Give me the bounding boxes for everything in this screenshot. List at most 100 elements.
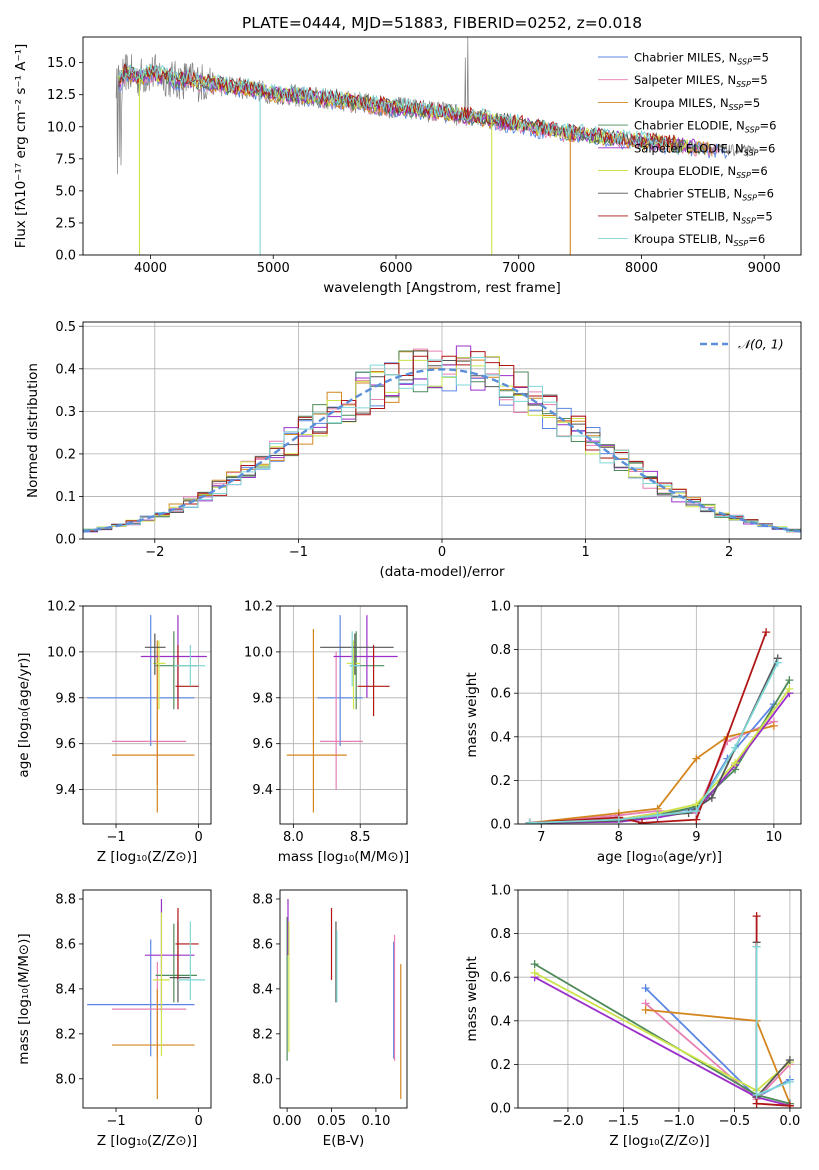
data-point (153, 912, 170, 1057)
data-point (357, 645, 390, 717)
data-point (111, 640, 195, 813)
y-tick-label: 8.2 (55, 1027, 76, 1042)
x-axis-label: (data-model)/error (379, 564, 505, 580)
x-tick-label: 1 (581, 545, 589, 560)
y-tick-label: 0.8 (490, 643, 511, 658)
plot-frame (279, 889, 408, 1109)
y-tick-label: 15.0 (47, 56, 76, 71)
data-marker (785, 676, 794, 685)
legend: 𝒩(0, 1) (700, 337, 784, 352)
panel-massweight-vs-age: 7 8 9 10 0.0 0.2 0.4 0.6 0.8 1.0 age [log₁₀(age/yr… (464, 600, 802, 865)
y-tick-label: 0.0 (55, 533, 76, 548)
data-marker (773, 658, 782, 667)
data-point (320, 651, 363, 790)
x-tick-label: 2 (725, 545, 733, 560)
plot-area (87, 615, 207, 813)
y-tick-label: 1.0 (490, 884, 511, 899)
data-marker (752, 1099, 761, 1108)
plot-background (83, 890, 211, 1108)
data-point (177, 921, 206, 1001)
plot-area (87, 898, 206, 1100)
y-axis-label: age [log₁₀(age/yr)] (16, 652, 32, 777)
x-tick-label: 6000 (379, 261, 412, 276)
plot-area (286, 898, 402, 1100)
x-tick-label: 0 (194, 1114, 202, 1129)
panel-mass-vs-ebv: 0.00 0.05 0.10 8.0 8.2 8.4 8.6 8.8 E(B-V) (252, 889, 408, 1149)
x-tick-label: −0.5 (719, 1114, 751, 1129)
model-spectrum (118, 63, 684, 151)
histogram (83, 351, 801, 533)
data-marker (752, 942, 761, 951)
data-marker (785, 1077, 794, 1086)
histogram (83, 356, 801, 532)
data-point (111, 988, 195, 1100)
x-tick-label: 0 (194, 830, 202, 845)
y-tick-label: 0.0 (490, 1102, 511, 1117)
legend-label: Chabrier ELODIE, NSSP=6 (634, 119, 776, 135)
y-tick-label: 0.0 (55, 249, 76, 264)
x-tick-label: −1 (106, 830, 125, 845)
x-tick-label: −1 (106, 1114, 125, 1129)
y-tick-label: 0.1 (55, 490, 76, 505)
plot-background (83, 606, 211, 824)
data-marker (752, 912, 761, 921)
x-axis-label: wavelength [Angstrom, rest frame] (323, 280, 561, 296)
y-tick-label: 8.8 (55, 892, 76, 907)
x-axis-label: age [log₁₀(age/yr)] (597, 849, 722, 865)
data-marker (731, 758, 740, 767)
data-point (173, 645, 206, 687)
y-tick-label: 0.6 (490, 687, 511, 702)
data-marker (530, 960, 539, 969)
plot-frame (517, 889, 802, 1109)
plot-frame (279, 605, 408, 825)
model-spectrum (118, 64, 669, 148)
data-marker (762, 628, 771, 637)
y-tick-label: 8.4 (55, 982, 76, 997)
x-tick-label: 10 (766, 830, 783, 845)
y-axis-label: mass weight (464, 672, 480, 757)
y-tick-label: 8.4 (252, 982, 273, 997)
x-axis-label: Z [log₁₀(Z/Z⊙)] (97, 1133, 197, 1149)
x-tick-label: 0.10 (361, 1114, 390, 1129)
plot-area (525, 628, 794, 824)
plot-frame (82, 36, 802, 256)
series-path (529, 725, 775, 824)
y-tick-label: 10.0 (244, 645, 273, 660)
x-tick-label: 8 (615, 830, 623, 845)
model-spectrum (118, 63, 676, 150)
data-marker (641, 1005, 650, 1014)
x-tick-label: −1 (289, 545, 308, 560)
x-axis-label: Z [log₁₀(Z/Z⊙)] (97, 849, 197, 865)
data-marker (684, 809, 693, 818)
y-tick-label: 9.4 (55, 783, 76, 798)
y-tick-label: 0.8 (490, 927, 511, 942)
y-tick-label: 9.4 (252, 783, 273, 798)
data-point (317, 615, 363, 746)
y-axis-label: Flux [fλ10⁻¹⁷ erg cm⁻² s⁻¹ A⁻¹] (13, 44, 29, 249)
data-marker (707, 793, 716, 802)
data-marker (785, 1101, 794, 1108)
data-marker (692, 754, 701, 763)
x-tick-label: 9000 (748, 261, 781, 276)
y-tick-label: 9.6 (55, 737, 76, 752)
y-tick-label: 0.4 (490, 1014, 511, 1029)
data-marker (785, 684, 794, 693)
x-tick-label: −1.0 (663, 1114, 695, 1129)
x-axis-label: Z [log₁₀(Z/Z⊙)] (609, 1133, 709, 1149)
legend-label: Kroupa STELIB, NSSP=6 (634, 232, 765, 248)
data-marker (752, 1090, 761, 1099)
x-tick-label: 5000 (257, 261, 290, 276)
y-tick-label: 8.0 (55, 1072, 76, 1087)
plot-frame (82, 889, 212, 1109)
y-tick-label: 2.5 (55, 216, 76, 231)
legend-label: Chabrier STELIB, NSSP=6 (634, 187, 774, 203)
data-marker (692, 806, 701, 815)
data-point (87, 615, 195, 746)
x-tick-label: 7000 (502, 261, 535, 276)
y-tick-label: 10.2 (244, 600, 273, 615)
y-tick-label: 8.6 (252, 937, 273, 952)
data-marker (525, 818, 534, 824)
x-tick-label: 0.05 (317, 1114, 346, 1129)
legend-label: 𝒩(0, 1) (738, 337, 784, 352)
